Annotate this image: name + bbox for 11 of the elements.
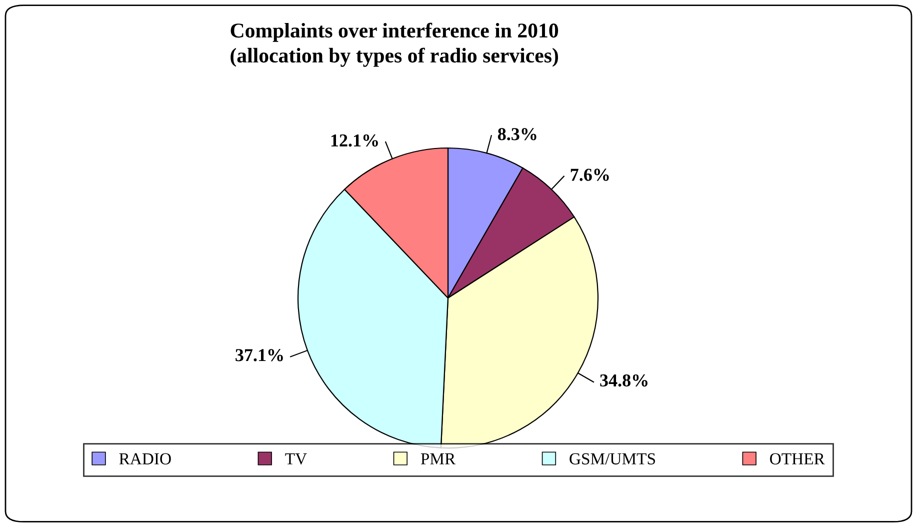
legend-label: TV <box>285 453 307 465</box>
legend-label: OTHER <box>770 453 825 464</box>
data-label: 8.3% <box>498 128 536 140</box>
data-label: 34.8% <box>600 374 648 387</box>
data-label: 7.6% <box>570 168 609 181</box>
data-label: 37.1% <box>236 349 283 362</box>
legend-label: GSM/UMTS <box>570 453 655 464</box>
data-label: 12.1% <box>331 134 378 147</box>
legend-label: RADIO <box>119 453 171 464</box>
legend-label: PMR <box>420 453 456 464</box>
chart-title: Complaints over interference in 2010 (allocation by types of radio services) <box>230 22 558 67</box>
